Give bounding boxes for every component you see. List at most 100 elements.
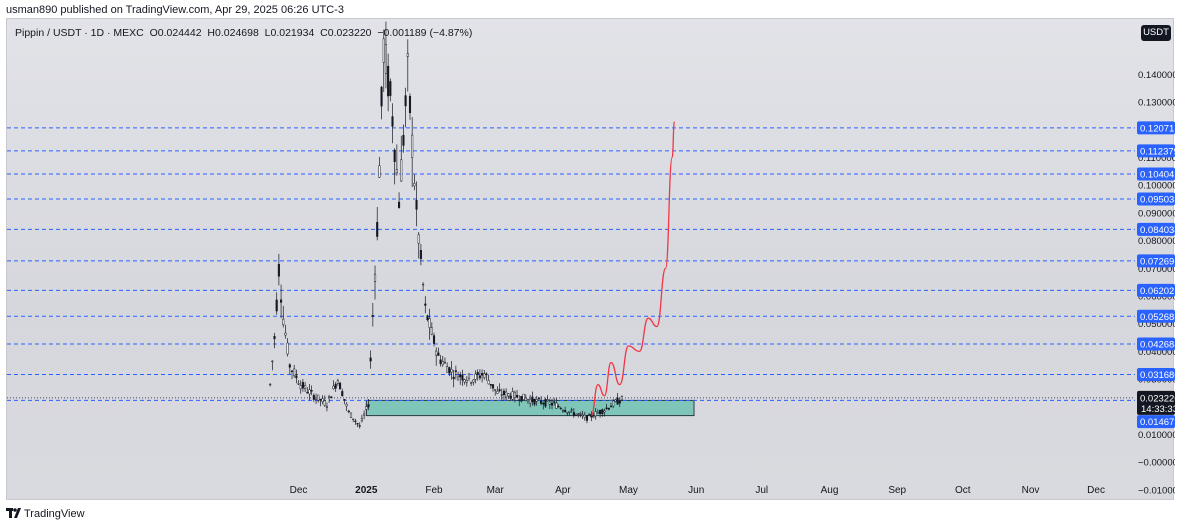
candle-body: [522, 393, 525, 400]
candle-body: [411, 134, 414, 158]
countdown-label: 14:33:33: [1141, 404, 1175, 415]
candle-body: [500, 394, 503, 396]
candle-body: [620, 396, 623, 401]
candle-body: [616, 397, 619, 405]
y-tick-label: 0.130000: [1138, 98, 1175, 109]
candle-body: [354, 420, 357, 423]
level-label-bg: [1137, 192, 1175, 206]
candle-body: [301, 382, 304, 389]
candle-body: [312, 395, 315, 400]
candle-body: [450, 369, 453, 373]
candle-body: [413, 183, 416, 187]
candle-body: [564, 410, 567, 413]
candle-body: [607, 407, 610, 410]
candle-body: [599, 410, 602, 414]
candle-body: [419, 250, 422, 260]
candle-body: [561, 410, 564, 412]
candle-body: [363, 413, 366, 416]
tradingview-brand[interactable]: TradingView: [24, 508, 85, 520]
candle-body: [481, 373, 484, 376]
candle-body: [290, 370, 294, 372]
current-price-bg: [1137, 390, 1175, 415]
level-label-bg: [1137, 222, 1175, 236]
candle-body: [369, 357, 372, 362]
candle-body: [601, 409, 604, 414]
x-tick-label: Oct: [955, 485, 971, 496]
x-tick-label: Dec: [1087, 485, 1105, 496]
x-tick-label: May: [619, 485, 638, 496]
x-tick-label: Feb: [425, 485, 443, 496]
candle-body: [452, 376, 455, 380]
candle-body: [336, 380, 339, 384]
candle-body: [533, 398, 536, 405]
candle-body: [317, 394, 320, 401]
candle-body: [402, 135, 405, 146]
candle-body: [568, 411, 571, 413]
candle-body: [559, 407, 562, 410]
candle-body: [280, 299, 283, 303]
candle-body: [614, 399, 617, 402]
candle-body: [618, 400, 621, 404]
y-tick-label: 0.080000: [1138, 236, 1175, 247]
candle-body: [323, 400, 326, 406]
candle-body: [304, 385, 307, 390]
level-label: 0.014673: [1140, 417, 1175, 428]
level-label-bg: [1137, 283, 1175, 297]
candle-body: [352, 418, 355, 420]
candle-body: [297, 383, 300, 385]
candle-body: [581, 414, 584, 417]
candle-body: [293, 368, 296, 377]
candle-body: [526, 399, 530, 402]
candle-body: [502, 390, 505, 395]
candle-body: [306, 391, 309, 394]
candle-body: [454, 370, 457, 372]
candle-body: [531, 396, 534, 402]
candle-body: [555, 402, 558, 409]
candle-body: [349, 412, 353, 418]
y-tick-label: 0.110000: [1138, 153, 1175, 164]
candle-body: [483, 373, 486, 379]
chart-svg[interactable]: 0.140000 0.130000 0.110000 0.100000 0.090000…: [7, 19, 1175, 501]
candle-body: [439, 359, 442, 364]
candle-body: [422, 283, 425, 286]
candle-body: [393, 149, 396, 162]
candle-body: [328, 396, 331, 399]
candle-body: [511, 391, 514, 400]
candle-body: [284, 332, 287, 336]
level-label: 0.112379: [1140, 146, 1175, 157]
x-tick-label: Mar: [487, 485, 505, 496]
candle-body: [367, 404, 370, 408]
level-label: 0.042684: [1140, 339, 1175, 350]
y-tick-label: 0.010000: [1138, 430, 1175, 441]
candle-body: [299, 385, 302, 390]
candle-body: [585, 415, 589, 421]
candle-body: [330, 396, 333, 399]
candle-body: [476, 372, 479, 375]
candle-body: [389, 81, 392, 96]
candle-body: [590, 413, 593, 418]
y-tick-label: 0.040000: [1138, 347, 1175, 358]
candle-body: [273, 335, 276, 340]
candle-body: [544, 399, 547, 407]
candle-body: [505, 391, 508, 398]
candle-body: [269, 383, 272, 386]
candle-body: [612, 400, 615, 407]
chart-area[interactable]: 0.140000 0.130000 0.110000 0.100000 0.090000…: [6, 18, 1175, 501]
candle-body: [446, 366, 449, 373]
tradingview-logo-icon[interactable]: [6, 507, 22, 522]
candle-body: [408, 95, 412, 114]
symbol-name[interactable]: Pippin / USDT · 1D · MEXC: [15, 27, 144, 39]
candle-body: [325, 406, 329, 408]
candle-body: [574, 413, 578, 416]
candle-body: [282, 318, 285, 325]
currency-button[interactable]: USDT: [1141, 25, 1171, 41]
candle-body: [513, 391, 516, 399]
candle-body: [588, 413, 591, 416]
ohlc-high: H0.024698: [207, 27, 259, 39]
candle-body: [577, 413, 580, 415]
ohlc-change: −0.001189 (−4.87%): [377, 27, 473, 39]
candle-body: [387, 65, 390, 97]
candle-body: [474, 373, 477, 380]
candle-body: [406, 53, 409, 57]
